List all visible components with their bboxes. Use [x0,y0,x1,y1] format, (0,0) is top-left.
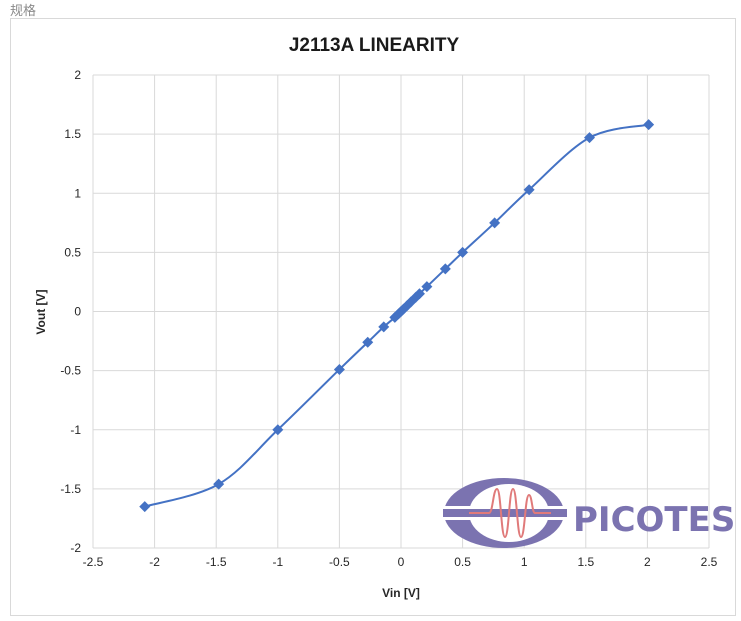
x-tick-label: 0.5 [454,555,471,569]
data-point [643,119,655,131]
data-point [333,363,345,375]
y-axis-label: Vout [V] [34,289,48,334]
data-point [457,246,469,258]
y-tick-label: -1 [70,423,81,437]
data-point [272,424,284,436]
data-point [489,217,501,229]
x-tick-label: 1 [521,555,528,569]
y-tick-label: -2 [70,541,81,555]
y-tick-label: 0 [74,305,81,319]
chart-title: J2113A LINEARITY [289,35,460,56]
x-tick-label: 0 [398,555,405,569]
y-tick-label: -1.5 [60,482,81,496]
data-point [583,132,595,144]
data-point [439,263,451,275]
data-point [362,336,374,348]
logo-text: PICOTES [573,500,735,540]
y-tick-label: 2 [74,68,81,82]
picotest-logo: PICOTES [443,478,735,548]
series-points-layer [139,119,655,513]
x-tick-label: 2 [644,555,651,569]
linearity-chart: -2.5 -2 -1.5 -1 -0.5 0 0.5 1 1.5 2 2.5 -2-1.5-1-0.… [34,35,735,600]
x-axis-label: Vin [V] [382,586,420,600]
page-label: 规格 [10,4,37,19]
data-point [421,281,433,293]
data-point [378,321,390,333]
data-point [413,288,425,300]
logo-band-fill [443,509,567,517]
y-tick-label: 0.5 [64,245,81,259]
y-tick-label: -0.5 [60,364,81,378]
y-tick-label: 1 [74,186,81,200]
logo-wave [469,487,551,539]
x-tick-label: -2 [149,555,160,569]
x-tick-label: -1.5 [206,555,227,569]
x-tick-label: 2.5 [701,555,718,569]
x-tick-labels: -2.5 -2 -1.5 -1 -0.5 0 0.5 1 1.5 2 2.5 [83,555,718,569]
x-tick-label: 1.5 [577,555,594,569]
x-tick-label: -1 [272,555,283,569]
data-point [139,501,151,513]
x-tick-label: -0.5 [329,555,350,569]
y-tick-labels: -2 -1.5 -1 -0.5 0 0.5 1 1.5 2 [60,68,81,555]
x-tick-label: -2.5 [83,555,104,569]
grid [92,74,710,549]
data-point [523,184,535,196]
chart-frame: -2.5 -2 -1.5 -1 -0.5 0 0.5 1 1.5 2 2.5 -2 -1.5 -1 -0.… [10,18,736,616]
data-point [213,478,225,490]
y-tick-label: 1.5 [64,127,81,141]
